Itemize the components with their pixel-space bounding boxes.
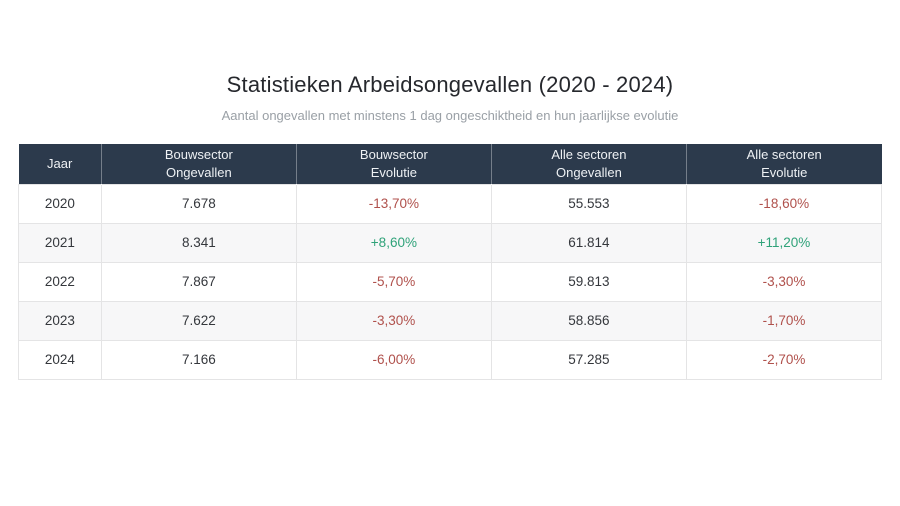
cell-bouwsector-ongevallen: 8.341 xyxy=(100,222,297,263)
header-label: Jaar xyxy=(47,155,73,171)
cell-year: 2023 xyxy=(18,300,102,341)
cell-year: 2021 xyxy=(18,222,102,263)
cell-alle-sectoren-evolutie: -2,70% xyxy=(685,339,883,380)
cell-alle-sectoren-ongevallen: 55.553 xyxy=(490,183,687,224)
header-row: Jaar Bouwsector Ongevallen Bouwsector Ev… xyxy=(18,144,882,184)
cell-alle-sectoren-evolutie: -1,70% xyxy=(685,300,883,341)
cell-alle-sectoren-ongevallen: 58.856 xyxy=(490,300,687,341)
cell-alle-sectoren-ongevallen: 57.285 xyxy=(490,339,687,380)
cell-alle-sectoren-ongevallen: 59.813 xyxy=(490,261,687,302)
header-label: Bouwsector xyxy=(359,147,428,163)
cell-bouwsector-ongevallen: 7.166 xyxy=(100,339,297,380)
column-header-alle-sectoren-evolutie: Alle sectoren Evolutie xyxy=(686,144,882,184)
column-header-alle-sectoren-ongevallen: Alle sectoren Ongevallen xyxy=(491,144,687,184)
statistics-table: Jaar Bouwsector Ongevallen Bouwsector Ev… xyxy=(18,144,883,380)
cell-bouwsector-ongevallen: 7.622 xyxy=(100,300,297,341)
cell-bouwsector-evolutie: -5,70% xyxy=(295,261,492,302)
table-body: 2020 7.678 -13,70% 55.553 -18,60% 2021 8… xyxy=(18,183,883,380)
header-label: Ongevallen xyxy=(556,164,622,180)
cell-alle-sectoren-evolutie: -3,30% xyxy=(685,261,883,302)
cell-bouwsector-ongevallen: 7.678 xyxy=(100,183,297,224)
table-header: Jaar Bouwsector Ongevallen Bouwsector Ev… xyxy=(18,144,882,184)
cell-year: 2024 xyxy=(18,339,102,380)
page-title: Statistieken Arbeidsongevallen (2020 - 2… xyxy=(226,72,674,97)
cell-alle-sectoren-evolutie: -18,60% xyxy=(685,183,883,224)
table-row: 2021 8.341 +8,60% 61.814 +11,20% xyxy=(18,222,883,263)
header-label: Alle sectoren xyxy=(551,147,627,163)
column-header-jaar: Jaar xyxy=(18,144,102,184)
cell-bouwsector-evolutie: -3,30% xyxy=(295,300,492,341)
cell-bouwsector-ongevallen: 7.867 xyxy=(100,261,297,302)
cell-bouwsector-evolutie: +8,60% xyxy=(295,222,492,263)
cell-bouwsector-evolutie: -6,00% xyxy=(295,339,492,380)
cell-year: 2022 xyxy=(18,261,102,302)
cell-year: 2020 xyxy=(18,183,102,224)
column-header-bouwsector-evolutie: Bouwsector Evolutie xyxy=(296,144,492,184)
cell-alle-sectoren-evolutie: +11,20% xyxy=(685,222,883,263)
table-row: 2022 7.867 -5,70% 59.813 -3,30% xyxy=(18,261,883,302)
column-header-bouwsector-ongevallen: Bouwsector Ongevallen xyxy=(101,144,297,184)
table-row: 2023 7.622 -3,30% 58.856 -1,70% xyxy=(18,300,883,341)
table-row: 2024 7.166 -6,00% 57.285 -2,70% xyxy=(18,339,883,380)
cell-bouwsector-evolutie: -13,70% xyxy=(295,183,492,224)
header-label: Evolutie xyxy=(761,164,808,180)
cell-alle-sectoren-ongevallen: 61.814 xyxy=(490,222,687,263)
header-label: Bouwsector xyxy=(164,147,233,163)
page-subtitle: Aantal ongevallen met minstens 1 dag ong… xyxy=(221,108,679,123)
header-label: Alle sectoren xyxy=(746,147,822,163)
table-row: 2020 7.678 -13,70% 55.553 -18,60% xyxy=(18,183,883,224)
header-label: Ongevallen xyxy=(165,164,232,180)
header-label: Evolutie xyxy=(370,164,418,180)
